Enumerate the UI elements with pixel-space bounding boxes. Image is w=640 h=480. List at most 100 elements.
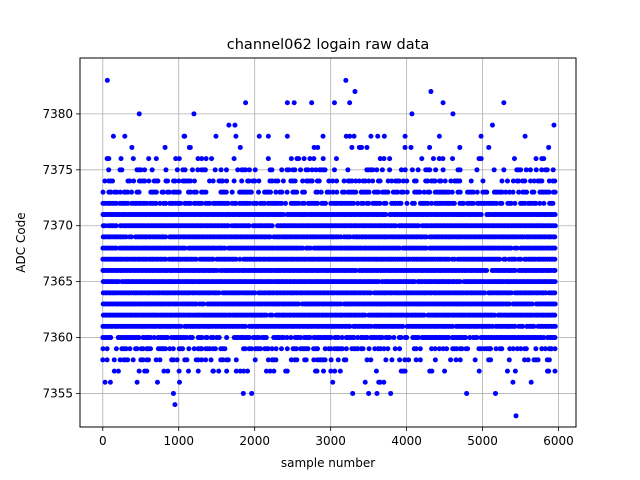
data-point bbox=[176, 156, 182, 162]
data-point bbox=[209, 156, 215, 162]
x-tick-label: 1000 bbox=[163, 434, 194, 448]
data-point bbox=[256, 178, 262, 184]
data-point bbox=[374, 390, 380, 396]
data-point bbox=[263, 335, 269, 341]
data-point bbox=[222, 346, 228, 352]
data-point bbox=[252, 290, 258, 296]
data-point bbox=[269, 312, 275, 318]
data-point bbox=[204, 335, 210, 341]
data-point bbox=[187, 200, 193, 206]
data-point bbox=[510, 189, 516, 195]
data-point bbox=[343, 346, 349, 352]
data-point bbox=[145, 357, 151, 363]
data-point bbox=[440, 167, 446, 173]
data-point bbox=[539, 346, 545, 352]
data-point bbox=[184, 357, 190, 363]
data-point bbox=[136, 111, 142, 117]
data-point bbox=[432, 178, 438, 184]
data-point bbox=[546, 357, 552, 363]
data-point bbox=[288, 357, 294, 363]
data-point bbox=[440, 346, 446, 352]
data-point bbox=[257, 346, 263, 352]
data-point bbox=[529, 301, 535, 307]
data-point bbox=[508, 200, 514, 206]
data-point bbox=[488, 357, 494, 363]
data-point bbox=[341, 189, 347, 195]
data-point bbox=[163, 256, 169, 262]
data-point bbox=[267, 189, 273, 195]
data-point bbox=[343, 357, 349, 363]
data-point bbox=[207, 200, 213, 206]
data-point bbox=[461, 200, 467, 206]
data-point bbox=[265, 133, 271, 139]
data-point bbox=[148, 335, 154, 341]
data-point bbox=[512, 323, 518, 329]
data-point bbox=[450, 323, 456, 329]
data-point bbox=[146, 178, 152, 184]
data-point bbox=[393, 223, 399, 229]
data-point bbox=[409, 167, 415, 173]
data-point bbox=[484, 267, 490, 273]
data-point bbox=[525, 357, 531, 363]
data-point bbox=[425, 178, 431, 184]
data-point bbox=[167, 346, 173, 352]
data-point bbox=[499, 346, 505, 352]
data-point bbox=[413, 178, 419, 184]
data-point bbox=[180, 346, 186, 352]
data-point bbox=[533, 346, 539, 352]
data-point bbox=[333, 156, 339, 162]
data-point bbox=[216, 368, 222, 374]
data-point bbox=[550, 167, 556, 173]
data-point bbox=[385, 346, 391, 352]
data-point bbox=[339, 346, 345, 352]
data-point bbox=[512, 267, 518, 273]
data-point bbox=[247, 200, 253, 206]
data-point bbox=[208, 357, 214, 363]
plot-frame bbox=[79, 57, 577, 428]
data-point bbox=[533, 167, 539, 173]
data-point bbox=[395, 189, 401, 195]
data-point bbox=[523, 346, 529, 352]
data-point bbox=[518, 256, 524, 262]
data-point bbox=[301, 156, 307, 162]
data-point bbox=[291, 100, 297, 106]
data-point bbox=[472, 357, 478, 363]
data-point bbox=[296, 200, 302, 206]
data-point bbox=[252, 178, 258, 184]
data-point bbox=[406, 357, 412, 363]
data-point bbox=[176, 189, 182, 195]
data-point bbox=[100, 346, 106, 352]
data-point bbox=[240, 390, 246, 396]
data-point bbox=[331, 100, 337, 106]
x-tick-label: 5000 bbox=[467, 434, 498, 448]
data-point bbox=[170, 390, 176, 396]
y-tick-label: 7370 bbox=[42, 219, 73, 233]
data-point bbox=[507, 346, 513, 352]
data-point bbox=[170, 346, 176, 352]
data-point bbox=[246, 223, 252, 229]
data-point bbox=[478, 133, 484, 139]
chart-title: channel062 logain raw data bbox=[227, 37, 429, 53]
data-point bbox=[381, 346, 387, 352]
data-point bbox=[314, 368, 320, 374]
data-point bbox=[345, 167, 351, 173]
data-point bbox=[161, 368, 167, 374]
data-point bbox=[474, 189, 480, 195]
data-point bbox=[423, 245, 429, 251]
data-point bbox=[134, 346, 140, 352]
data-point bbox=[492, 390, 498, 396]
data-point bbox=[341, 178, 347, 184]
data-point bbox=[353, 178, 359, 184]
data-point bbox=[413, 357, 419, 363]
data-point bbox=[355, 346, 361, 352]
data-point bbox=[216, 290, 222, 296]
data-point bbox=[374, 167, 380, 173]
data-point bbox=[398, 167, 404, 173]
data-point bbox=[489, 122, 495, 128]
data-point bbox=[153, 189, 159, 195]
data-point bbox=[491, 167, 497, 173]
data-point bbox=[486, 144, 492, 150]
data-point bbox=[108, 335, 114, 341]
data-point bbox=[436, 156, 442, 162]
